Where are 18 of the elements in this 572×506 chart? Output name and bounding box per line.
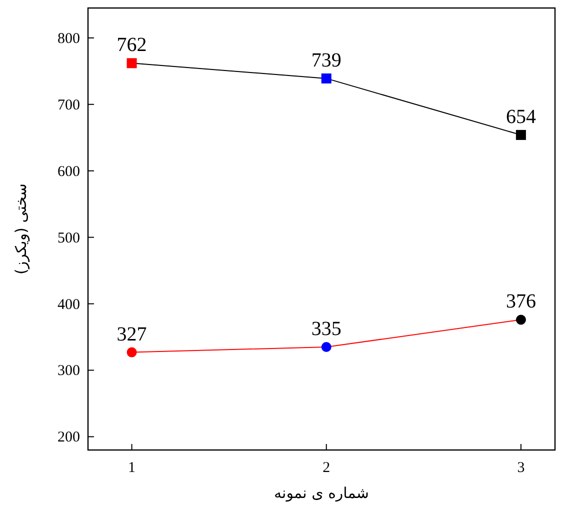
y-tick-label: 400: [58, 296, 80, 313]
data-label: 762: [116, 34, 147, 56]
y-tick-label: 800: [58, 30, 80, 47]
data-label: 376: [506, 290, 536, 313]
data-label: 335: [311, 318, 342, 340]
x-tick-label: 3: [517, 460, 525, 476]
x-axis-title: شماره ی نمونه: [274, 484, 370, 502]
y-tick-label: 500: [58, 230, 80, 246]
data-label: 327: [116, 323, 147, 346]
y-axis-title: سختی (ویکرز): [12, 184, 30, 274]
y-tick-label: 700: [58, 97, 80, 114]
x-tick-label: 2: [322, 460, 330, 476]
data-label: 654: [506, 106, 536, 128]
y-tick-label: 200: [58, 430, 80, 446]
data-label: 739: [311, 49, 342, 72]
x-tick-label: 1: [128, 460, 136, 476]
y-tick-label: 300: [58, 363, 80, 380]
y-tick-label: 600: [58, 164, 80, 180]
